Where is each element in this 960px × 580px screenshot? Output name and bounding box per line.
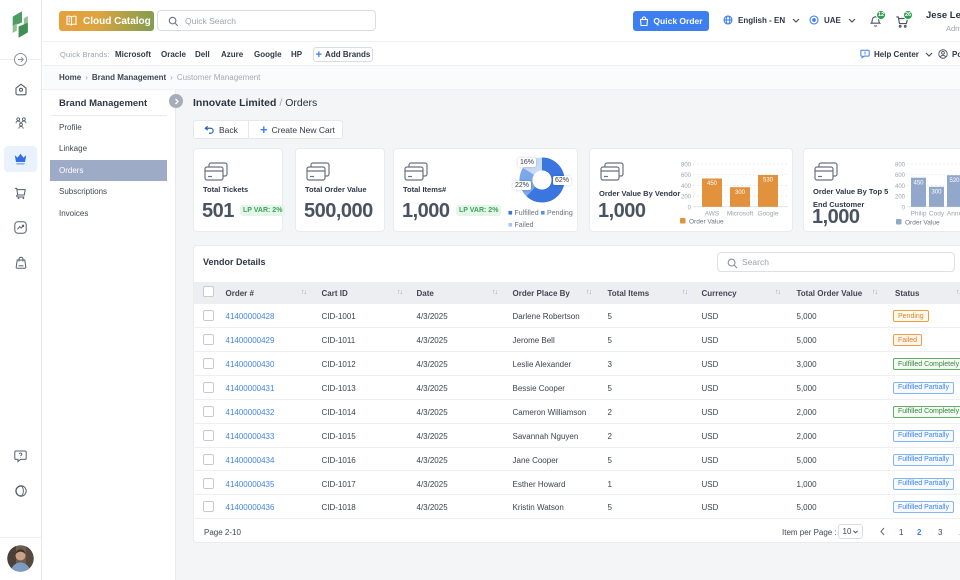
svg-text:400: 400 (895, 184, 906, 190)
svg-text:800: 800 (681, 163, 692, 169)
svg-text:200: 200 (895, 195, 906, 201)
svg-text:Order Value: Order Value (689, 219, 724, 226)
svg-text:Philip: Philip (911, 211, 927, 218)
svg-text:0: 0 (688, 205, 692, 211)
svg-text:0: 0 (902, 205, 906, 211)
svg-text:300: 300 (931, 190, 942, 196)
svg-text:Cody: Cody (929, 211, 945, 218)
svg-text:450: 450 (707, 181, 718, 187)
svg-text:AWS: AWS (705, 211, 720, 218)
svg-text:Order Value: Order Value (905, 220, 940, 227)
svg-text:800: 800 (895, 163, 906, 169)
svg-text:200: 200 (681, 195, 692, 201)
svg-text:Anne: Anne (947, 211, 960, 218)
svg-text:600: 600 (681, 173, 692, 179)
svg-text:450: 450 (913, 181, 924, 187)
svg-text:Google: Google (758, 211, 779, 218)
svg-text:520: 520 (949, 178, 960, 184)
svg-text:300: 300 (735, 190, 746, 196)
svg-text:530: 530 (763, 178, 774, 184)
svg-text:Microsoft: Microsoft (727, 211, 754, 218)
svg-text:600: 600 (895, 173, 906, 179)
svg-text:400: 400 (681, 184, 692, 190)
